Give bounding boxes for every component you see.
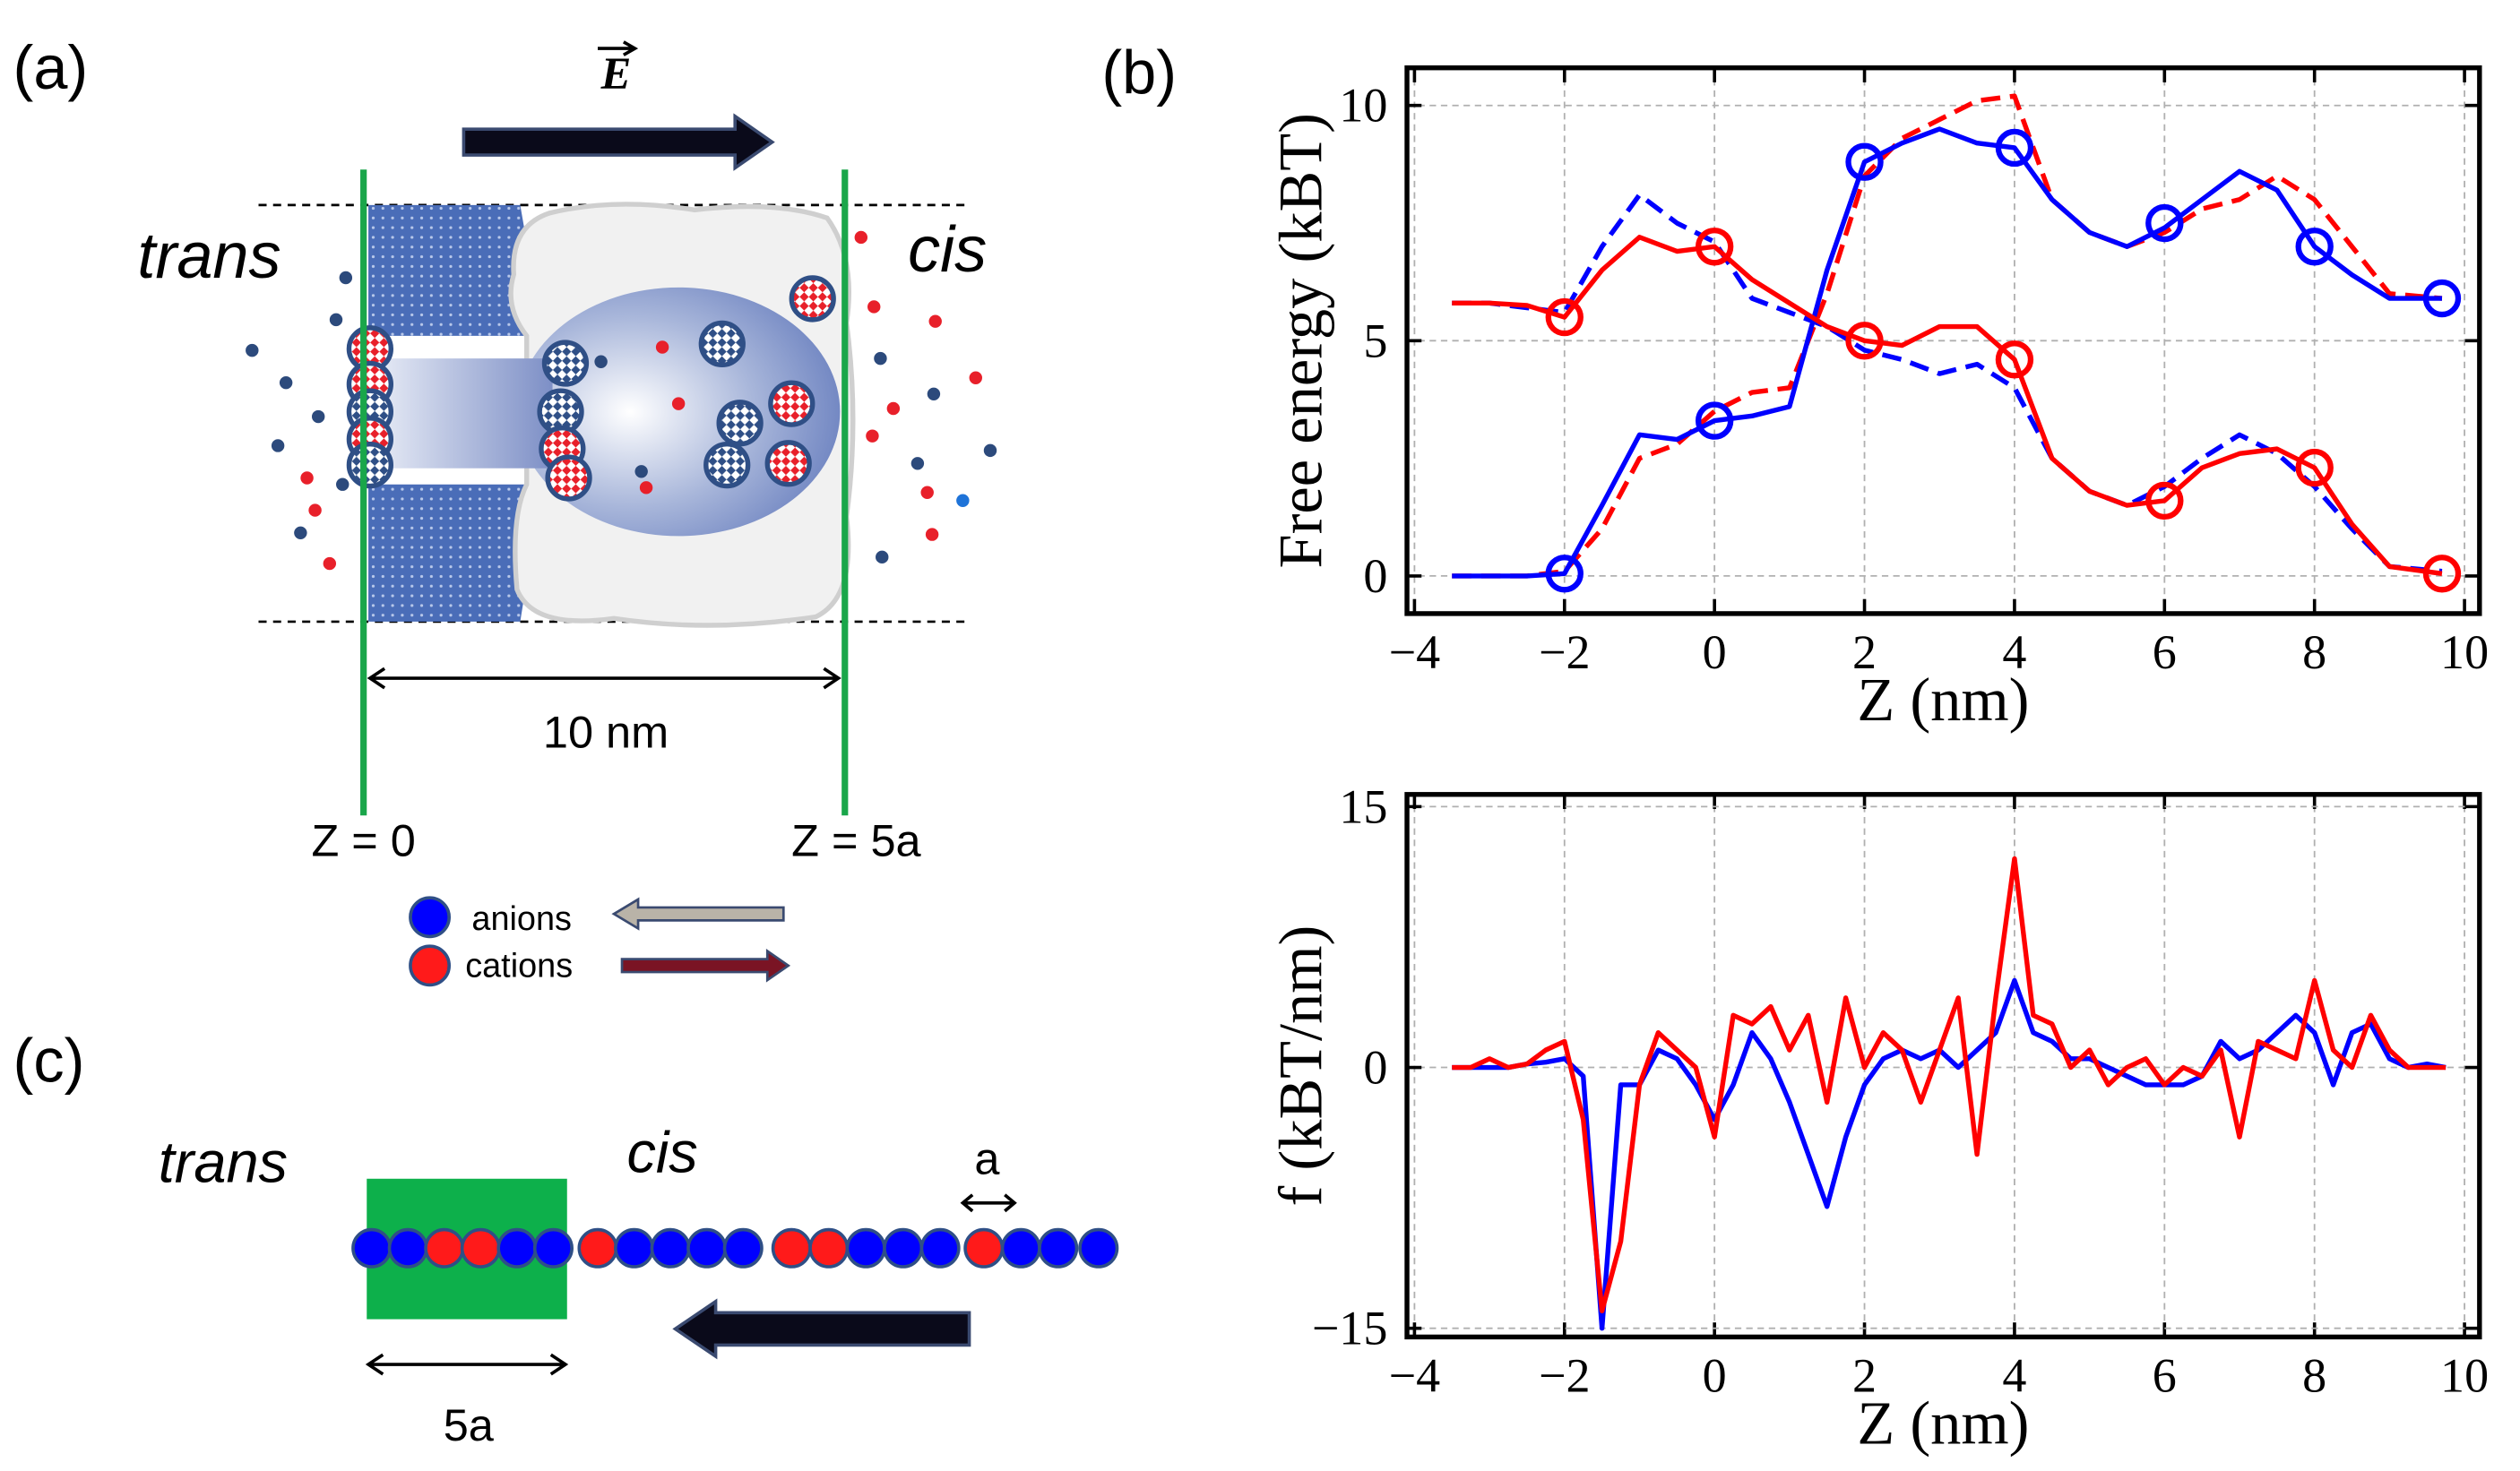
line-series <box>1452 126 2442 579</box>
plot-area <box>1407 794 2480 1338</box>
data-point <box>1545 555 1584 593</box>
x-tick-label: 10 <box>2440 625 2489 679</box>
x-tick-label: 8 <box>2302 1349 2326 1403</box>
x-tick-label: 2 <box>1852 1349 1877 1403</box>
position-label: Z = 0 <box>311 814 415 865</box>
y-axis-label: Free energy (kBT) <box>1266 113 1334 568</box>
x-axis-label: Z (nm) <box>1857 1389 2029 1457</box>
y-axis-label: f (kBT/nm) <box>1266 925 1334 1207</box>
cation-arrow <box>620 949 791 983</box>
dimension-label: 5a <box>444 1399 495 1450</box>
dimension-arrow <box>367 667 841 690</box>
x-tick-label: 6 <box>2153 1349 2177 1403</box>
y-tick-label: 10 <box>1339 79 1387 133</box>
data-point <box>1695 228 1734 266</box>
checkered-ions <box>346 275 836 502</box>
data-point <box>2295 228 2334 266</box>
dimension-label: 10 nm <box>543 707 669 758</box>
panel-a: (a) E trans cis 10 nm Z = 0 Z = 5a anion… <box>13 33 997 987</box>
channel <box>375 358 553 469</box>
data-point <box>2422 279 2462 318</box>
spacing-label: a <box>974 1132 1000 1183</box>
field-label: E <box>600 48 632 99</box>
data-point <box>1695 401 1734 440</box>
legend-swatch <box>409 896 451 939</box>
x-tick-label: 0 <box>1703 625 1727 679</box>
x-tick-label: 4 <box>2002 625 2026 679</box>
legend-label: anions <box>471 900 572 938</box>
panel-label: (c) <box>13 1027 85 1096</box>
data-point <box>2145 203 2184 243</box>
data-point <box>1845 142 1884 181</box>
membrane <box>368 204 527 622</box>
plot-frame <box>1404 792 2482 1340</box>
solution-ions <box>246 230 997 571</box>
dimension-arrow <box>365 1353 569 1376</box>
x-tick-label: 10 <box>2440 1349 2489 1403</box>
line-series <box>1452 977 2447 1331</box>
x-tick-label: −4 <box>1389 1349 1441 1403</box>
x-tick-label: 8 <box>2302 625 2326 679</box>
side-label: trans <box>159 1129 288 1194</box>
vector-mark <box>598 40 639 56</box>
y-tick-label: 5 <box>1363 314 1387 367</box>
x-axis-label: Z (nm) <box>1857 666 2029 734</box>
spacing-arrow <box>960 1193 1017 1213</box>
side-label: cis <box>626 1120 697 1185</box>
panel-c: (c) trans cis a 5a <box>13 1027 1119 1450</box>
panel-label: (b) <box>1101 39 1177 108</box>
plot-frame <box>1404 65 2482 616</box>
y-tick-label: 15 <box>1339 779 1387 833</box>
data-point <box>1845 322 1884 360</box>
y-tick-label: 0 <box>1363 549 1387 603</box>
x-tick-label: 2 <box>1852 625 1877 679</box>
legend-swatch <box>409 944 451 987</box>
side-label: trans <box>137 220 280 292</box>
vestibule <box>516 287 841 537</box>
x-tick-label: −4 <box>1389 625 1441 679</box>
position-label: Z = 5a <box>791 814 921 865</box>
y-tick-label: −15 <box>1312 1302 1388 1355</box>
anion-arrow <box>611 897 785 931</box>
x-tick-label: 4 <box>2002 1349 2026 1403</box>
data-point <box>1995 340 2034 379</box>
legend-label: cations <box>465 947 573 985</box>
data-point <box>2422 555 2462 593</box>
data-point <box>2145 481 2184 520</box>
y-tick-label: 0 <box>1363 1041 1387 1095</box>
side-label: cis <box>908 214 987 286</box>
x-tick-label: 6 <box>2153 625 2177 679</box>
field-arrow <box>462 113 775 171</box>
data-point <box>1545 297 1584 337</box>
line-series <box>1452 235 2443 576</box>
x-tick-label: 0 <box>1703 1349 1727 1403</box>
line-series <box>1452 192 2443 574</box>
x-tick-label: −2 <box>1539 1349 1591 1403</box>
panel-label: (a) <box>13 33 89 102</box>
x-tick-label: −2 <box>1539 625 1591 679</box>
data-point <box>1995 128 2034 168</box>
field-arrow <box>672 1298 971 1360</box>
ion-chain <box>351 1227 1119 1269</box>
data-point <box>2295 448 2334 487</box>
line-series <box>1452 856 2447 1313</box>
